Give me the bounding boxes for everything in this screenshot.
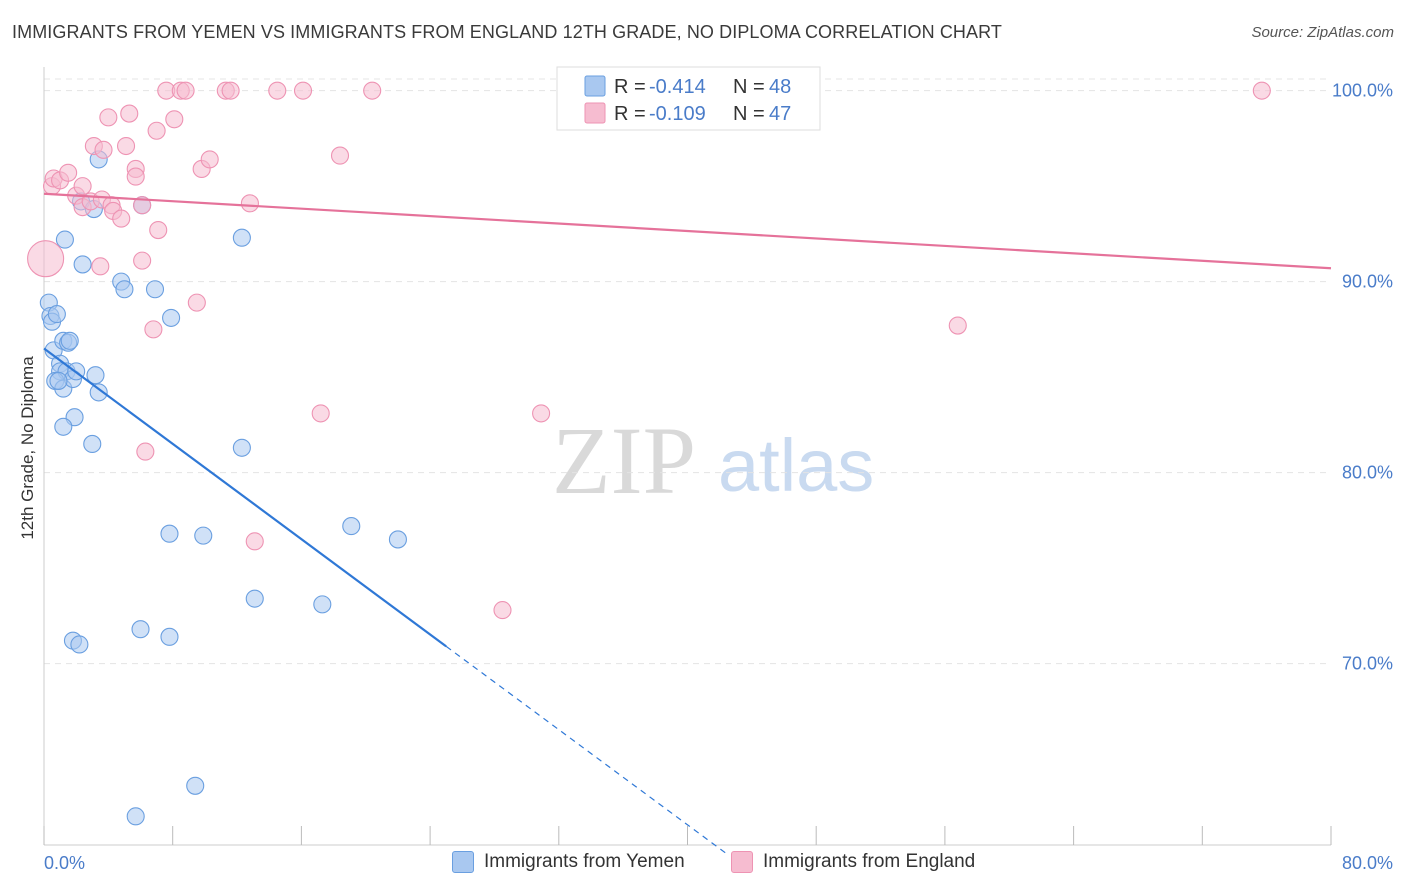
legend-item-yemen: Immigrants from Yemen xyxy=(452,851,685,873)
stats-r-label: R = xyxy=(614,76,646,98)
point-yemen xyxy=(115,280,134,299)
point-england xyxy=(311,404,330,423)
point-yemen xyxy=(73,255,92,274)
point-yemen xyxy=(145,280,165,299)
point-yemen xyxy=(47,305,66,324)
point-england xyxy=(120,104,139,123)
point-england xyxy=(268,81,287,100)
stats-legend: R = -0.414 N = 48 R = -0.109 N = 47 xyxy=(556,66,821,131)
axes xyxy=(43,67,1332,846)
trend-lines xyxy=(43,192,1332,856)
legend-label-england: Immigrants from England xyxy=(763,851,976,872)
chart-title: IMMIGRANTS FROM YEMEN VS IMMIGRANTS FROM… xyxy=(12,22,1003,42)
point-england xyxy=(363,81,382,100)
point-england xyxy=(136,442,155,461)
watermark: ZIP atlas xyxy=(552,407,874,514)
point-yemen xyxy=(162,308,181,327)
stats-r-label: R = xyxy=(614,103,646,125)
x-tick-label: 80.0% xyxy=(1342,853,1393,873)
point-england xyxy=(330,146,350,165)
y-tick-label: 80.0% xyxy=(1342,463,1393,483)
x-tick-label: 0.0% xyxy=(44,853,85,873)
point-england xyxy=(112,209,131,228)
point-england xyxy=(187,293,206,312)
stats-n-value: 48 xyxy=(769,76,791,98)
point-england xyxy=(149,221,168,240)
stats-r-value: -0.414 xyxy=(649,76,706,98)
point-england xyxy=(240,194,259,213)
stats-n-label: N = xyxy=(733,103,765,125)
point-england xyxy=(165,110,184,129)
point-england xyxy=(532,404,551,423)
point-england xyxy=(99,108,118,127)
point-england xyxy=(221,81,240,100)
point-yemen xyxy=(131,620,150,639)
data-points xyxy=(27,81,1271,826)
point-yemen xyxy=(54,417,73,436)
point-england xyxy=(116,136,136,156)
point-england xyxy=(147,121,166,140)
point-england xyxy=(73,177,92,196)
point-yemen xyxy=(89,383,108,402)
stats-r-value: -0.109 xyxy=(649,103,706,125)
y-axis-label: 12th Grade, No Diploma xyxy=(18,356,37,540)
point-england xyxy=(493,601,512,620)
point-yemen xyxy=(313,595,332,614)
point-yemen xyxy=(60,331,79,350)
legend-label-yemen: Immigrants from Yemen xyxy=(484,851,685,872)
point-yemen xyxy=(83,434,102,454)
y-tick-label: 100.0% xyxy=(1332,81,1393,101)
point-yemen xyxy=(70,635,89,654)
point-england xyxy=(144,320,163,339)
source-credit: Source: ZipAtlas.com xyxy=(1251,24,1394,41)
point-england xyxy=(59,163,78,182)
trend-line-yemen xyxy=(43,347,447,648)
point-yemen xyxy=(55,230,74,249)
legend-swatch-blue xyxy=(452,851,474,873)
point-yemen xyxy=(342,517,361,536)
stats-swatch xyxy=(584,75,606,97)
point-england xyxy=(126,167,145,186)
point-yemen xyxy=(86,366,105,385)
point-yemen xyxy=(245,589,264,608)
point-yemen xyxy=(388,530,407,549)
gridlines xyxy=(44,78,1331,665)
tick-labels: 70.0% 80.0% 90.0% 100.0% 0.0% 80.0% xyxy=(44,81,1393,873)
watermark-zip: ZIP xyxy=(552,407,696,514)
point-england xyxy=(91,257,110,276)
point-england xyxy=(1252,81,1271,100)
point-yemen xyxy=(49,371,68,390)
stats-n-value: 47 xyxy=(769,103,791,125)
trend-line-england xyxy=(43,192,1332,270)
point-yemen xyxy=(160,627,179,646)
point-england xyxy=(245,532,264,551)
point-yemen xyxy=(160,524,179,543)
point-yemen xyxy=(194,526,213,545)
trend-line-yemen-extension xyxy=(445,645,729,856)
point-england xyxy=(176,81,195,100)
point-yemen xyxy=(126,807,145,826)
point-england xyxy=(200,150,219,169)
y-tick-label: 70.0% xyxy=(1342,654,1393,674)
point-england xyxy=(293,81,313,100)
point-yemen xyxy=(186,776,205,795)
point-england xyxy=(133,196,152,215)
point-yemen xyxy=(232,438,251,457)
watermark-atlas: atlas xyxy=(718,424,874,507)
stats-n-label: N = xyxy=(733,76,765,98)
legend-item-england: Immigrants from England xyxy=(731,851,975,873)
stats-swatch xyxy=(584,102,606,124)
point-england xyxy=(948,316,967,335)
point-england xyxy=(133,251,152,270)
point-england xyxy=(94,140,113,159)
point-yemen xyxy=(232,228,251,247)
legend-swatch-pink xyxy=(731,851,753,873)
y-tick-label: 90.0% xyxy=(1342,272,1393,292)
point-england xyxy=(27,240,65,278)
